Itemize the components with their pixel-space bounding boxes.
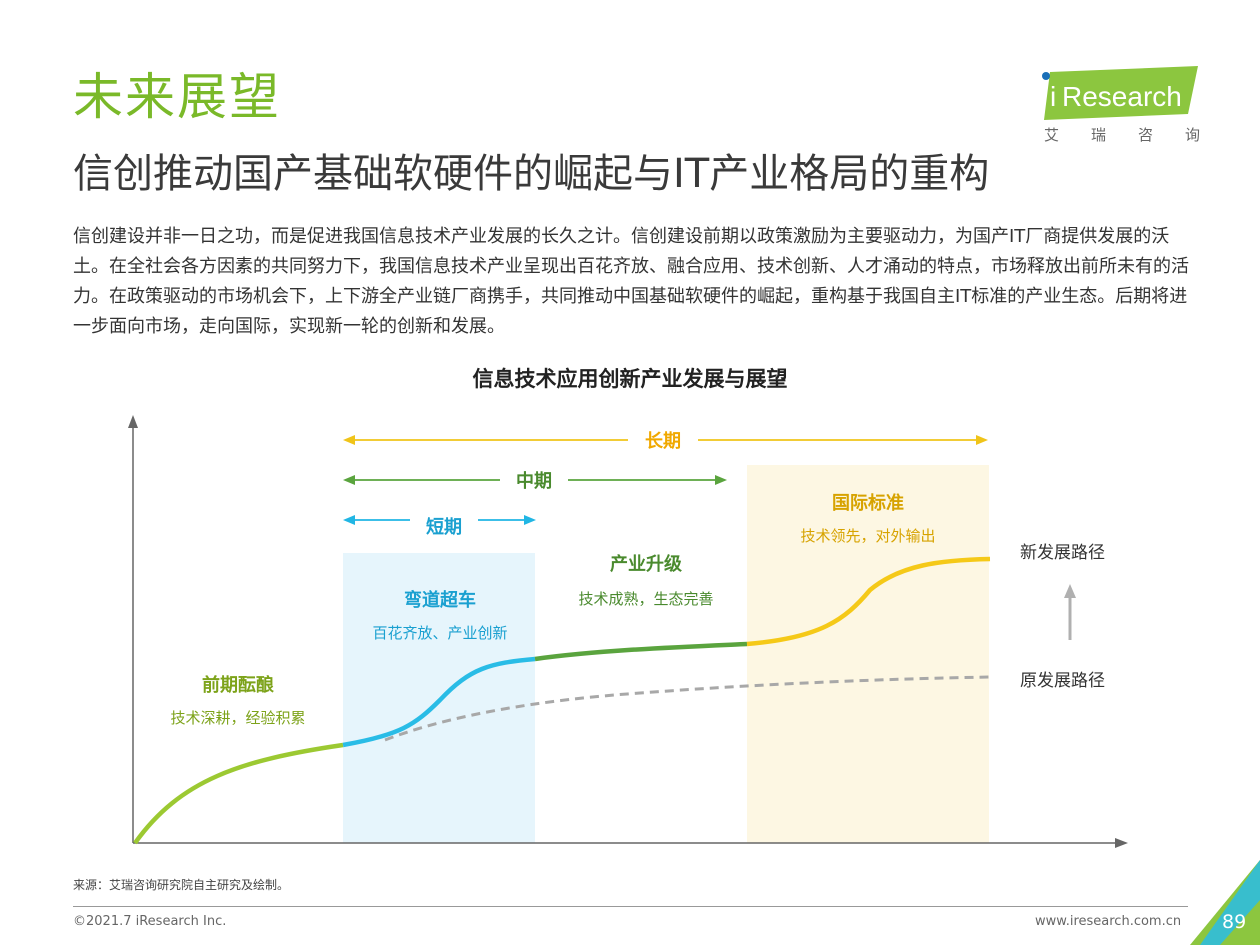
stage-leapfrog-desc: 百花齐放、产业创新 [372,624,507,642]
intro-paragraph: 信创建设并非一日之功，而是促进我国信息技术产业发展的长久之计。信创建设前期以政策… [73,226,1189,337]
mid-term-arrow [343,475,727,485]
curve-leapfrog [342,656,536,748]
stage-upgrade-desc: 技术成熟，生态完善 [578,590,713,608]
logo-sub-char: 艾 [1044,126,1060,144]
stage-leapfrog-name: 弯道超车 [404,589,476,611]
website-link[interactable]: www.iresearch.com.cn [1035,914,1182,929]
curve-international [746,556,991,647]
original-path-line [384,675,991,742]
short-term-arrow [343,515,536,525]
long-term-arrow [343,435,988,445]
diagram-title: 信息技术应用创新产业发展与展望 [472,367,788,391]
curve-early [133,742,344,845]
logo-i: i [1050,81,1056,112]
source-note: 来源：艾瑞咨询研究院自主研究及绘制。 [73,878,290,892]
logo-sub-char: 询 [1184,126,1200,144]
page-corner-shape [1190,860,1260,945]
stage-early-name: 前期酝酿 [202,674,274,696]
curve-upgrade [534,641,748,662]
copyright: ©2021.7 iResearch Inc. [73,914,227,929]
upgrade-arrow-head [1064,584,1076,598]
page-number: 89 [1222,911,1247,933]
iresearch-logo: i Research [1040,66,1200,146]
logo-sub-char: 瑞 [1090,126,1106,144]
short-term-label: 短期 [426,516,462,538]
page-subtitle: 信创推动国产基础软硬件的崛起与IT产业格局的重构 [73,151,990,197]
development-diagram: 长期 中期 短期 前期酝酿 技术深耕，经验积累 弯道超车 百花齐放、产业创新 产… [128,415,1128,848]
logo-sub-char: 咨 [1137,126,1153,144]
stage-early-desc: 技术深耕，经验积累 [170,709,305,727]
mid-term-label: 中期 [516,470,552,492]
stage-international-desc: 技术领先，对外输出 [800,527,935,545]
stage-international-name: 国际标准 [832,492,904,514]
old-path-label: 原发展路径 [1020,671,1105,691]
x-axis-arrow [1115,838,1128,848]
new-path-label: 新发展路径 [1020,543,1105,563]
y-axis-arrow [128,415,138,428]
international-band [747,465,989,843]
logo-text: Research [1062,81,1182,112]
footer-divider [73,906,1188,907]
stage-upgrade-name: 产业升级 [610,553,683,575]
logo-subtitle: 艾 瑞 咨 询 [1044,124,1200,145]
long-term-label: 长期 [645,431,681,452]
page-title: 未来展望 [73,68,281,126]
